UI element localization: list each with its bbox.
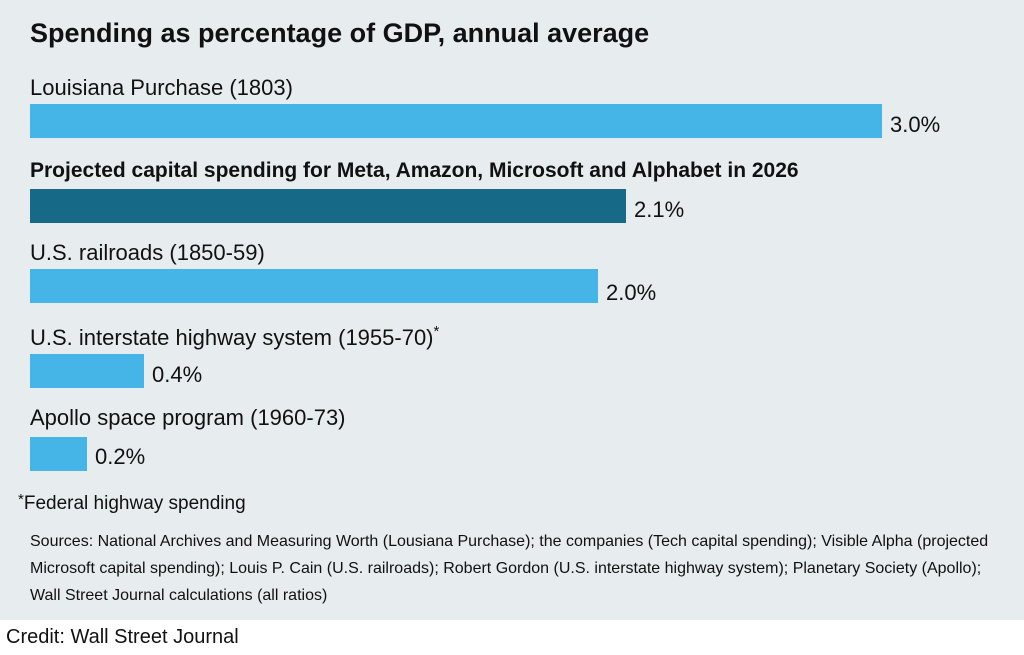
bar-louisiana-purchase <box>30 104 882 138</box>
value-label: 0.2% <box>95 444 146 469</box>
chart-panel: Spending as percentage of GDP, annual av… <box>0 0 1024 620</box>
value-label: 2.0% <box>606 280 657 305</box>
footnote-text: Federal highway spending <box>23 493 246 514</box>
category-label: U.S. railroads (1850-59) <box>30 240 265 265</box>
credit-line: Credit: Wall Street Journal <box>6 626 239 648</box>
category-label: Apollo space program (1960-73) <box>30 405 346 430</box>
sources-text: Sources: National Archives and Measuring… <box>30 533 989 604</box>
category-label: U.S. interstate highway system (1955-70)… <box>30 323 440 351</box>
value-label: 2.1% <box>634 197 685 222</box>
category-text: U.S. interstate highway system (1955-70) <box>30 325 434 350</box>
bar-interstate-highway <box>30 354 144 388</box>
footnote-marker: * <box>433 323 440 340</box>
category-label: Louisiana Purchase (1803) <box>30 75 293 100</box>
value-label: 3.0% <box>890 112 941 137</box>
bar-us-railroads <box>30 269 598 303</box>
bar-big-tech-capex <box>30 189 626 223</box>
footnote: *Federal highway spending <box>18 491 246 515</box>
value-label: 0.4% <box>152 362 203 387</box>
category-label-highlight: Projected capital spending for Meta, Ama… <box>30 159 799 182</box>
chart-title: Spending as percentage of GDP, annual av… <box>30 18 650 48</box>
footnote-marker: * <box>18 491 24 508</box>
bar-apollo-program <box>30 437 87 471</box>
